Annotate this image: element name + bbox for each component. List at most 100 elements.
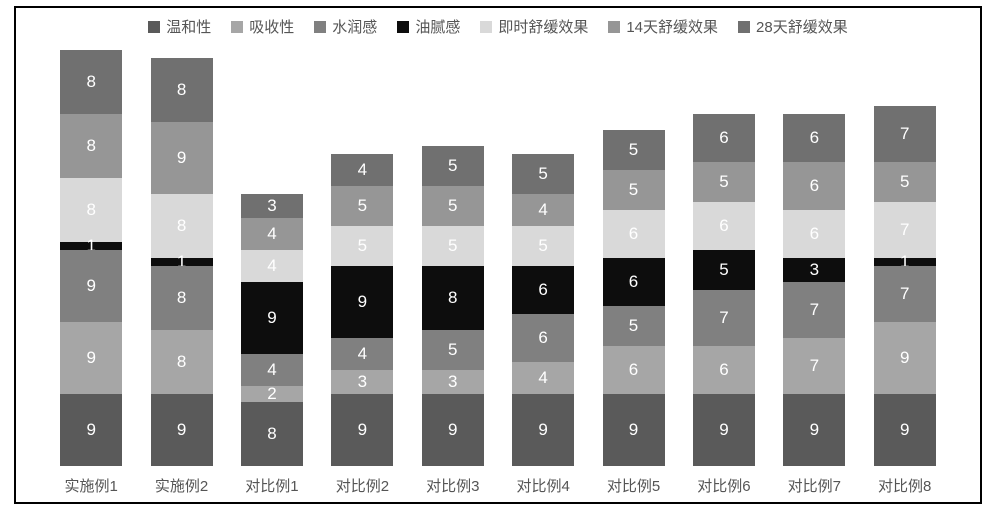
segment-s1: 9 (874, 394, 936, 466)
segment-s2: 3 (422, 370, 484, 394)
segment-s1: 9 (60, 394, 122, 466)
legend-swatch (231, 21, 243, 33)
legend-item-s3: 水润感 (314, 16, 377, 37)
segment-s5: 4 (241, 250, 303, 282)
segment-s6: 5 (331, 186, 393, 226)
bars-container: 9991888988189882494439349554935855594665… (46, 50, 950, 466)
segment-s5: 6 (693, 202, 755, 250)
legend-swatch (480, 21, 492, 33)
segment-s3: 7 (783, 282, 845, 338)
bar-7: 9675656 (693, 114, 755, 466)
segment-s1: 9 (783, 394, 845, 466)
legend-label: 即时舒缓效果 (498, 16, 588, 37)
x-label-5: 对比例4 (512, 475, 574, 496)
x-axis-labels: 实施例1实施例2对比例1对比例2对比例3对比例4对比例5对比例6对比例7对比例8 (46, 475, 950, 496)
segment-s2: 2 (241, 386, 303, 402)
segment-s6: 9 (151, 122, 213, 194)
segment-s4: 8 (422, 266, 484, 330)
segment-s5: 6 (783, 210, 845, 258)
segment-s1: 9 (512, 394, 574, 466)
legend-swatch (397, 21, 409, 33)
segment-s2: 6 (603, 346, 665, 394)
segment-s7: 8 (151, 58, 213, 122)
segment-s2: 6 (693, 346, 755, 394)
segment-s4: 6 (603, 258, 665, 306)
segment-s2: 9 (874, 322, 936, 394)
segment-s4: 1 (874, 258, 936, 266)
legend-label: 温和性 (166, 16, 211, 37)
legend-label: 油腻感 (415, 16, 460, 37)
legend-item-s4: 油腻感 (397, 16, 460, 37)
segment-s5: 5 (422, 226, 484, 266)
segment-s4: 1 (60, 242, 122, 250)
legend: 温和性 吸收性 水润感 油腻感 即时舒缓效果 14天舒缓效果 28天舒缓效果 (16, 16, 980, 38)
legend-swatch (608, 21, 620, 33)
plot-area: 9991888988189882494439349554935855594665… (46, 50, 950, 466)
segment-s1: 9 (331, 394, 393, 466)
segment-s6: 4 (512, 194, 574, 226)
legend-label: 水润感 (332, 16, 377, 37)
bar-4: 9358555 (422, 146, 484, 466)
chart-frame: 温和性吸收性水润感油腻感即时舒缓效果14天舒缓效果28天舒缓效果 9991888… (14, 6, 982, 504)
segment-s6: 6 (783, 162, 845, 210)
legend-item-s6: 14天舒缓效果 (608, 16, 718, 37)
segment-s5: 6 (603, 210, 665, 258)
segment-s6: 5 (422, 186, 484, 226)
x-label-7: 对比例6 (693, 475, 755, 496)
segment-s3: 7 (874, 266, 936, 322)
bar-0: 9991888 (60, 50, 122, 466)
segment-s3: 5 (603, 306, 665, 346)
segment-s7: 5 (603, 130, 665, 170)
x-label-2: 对比例1 (241, 475, 303, 496)
segment-s7: 5 (422, 146, 484, 186)
bar-1: 9881898 (151, 58, 213, 466)
segment-s5: 8 (60, 178, 122, 242)
x-label-4: 对比例3 (422, 475, 484, 496)
segment-s4: 6 (512, 266, 574, 314)
x-label-6: 对比例5 (603, 475, 665, 496)
segment-s1: 8 (241, 402, 303, 466)
segment-s5: 8 (151, 194, 213, 258)
segment-s6: 8 (60, 114, 122, 178)
x-label-3: 对比例2 (331, 475, 393, 496)
legend-label: 吸收性 (249, 16, 294, 37)
segment-s2: 8 (151, 330, 213, 394)
segment-s4: 3 (783, 258, 845, 282)
segment-s1: 9 (603, 394, 665, 466)
segment-s1: 9 (422, 394, 484, 466)
segment-s4: 9 (331, 266, 393, 338)
legend-label: 14天舒缓效果 (626, 16, 718, 37)
legend-label: 28天舒缓效果 (756, 16, 848, 37)
segment-s7: 5 (512, 154, 574, 194)
segment-s3: 8 (151, 266, 213, 330)
segment-s4: 9 (241, 282, 303, 354)
segment-s4: 1 (151, 258, 213, 266)
bar-5: 9466545 (512, 154, 574, 466)
segment-s2: 7 (783, 338, 845, 394)
bar-6: 9656655 (603, 130, 665, 466)
segment-s6: 5 (603, 170, 665, 210)
segment-s3: 6 (512, 314, 574, 362)
segment-s3: 7 (693, 290, 755, 346)
segment-s7: 6 (783, 114, 845, 162)
segment-s5: 5 (512, 226, 574, 266)
segment-s3: 4 (241, 354, 303, 386)
legend-item-s5: 即时舒缓效果 (480, 16, 588, 37)
segment-s7: 8 (60, 50, 122, 114)
segment-s3: 5 (422, 330, 484, 370)
x-label-0: 实施例1 (60, 475, 122, 496)
segment-s6: 5 (693, 162, 755, 202)
segment-s7: 6 (693, 114, 755, 162)
segment-s1: 9 (151, 394, 213, 466)
segment-s7: 3 (241, 194, 303, 218)
segment-s7: 4 (331, 154, 393, 186)
x-label-8: 对比例7 (783, 475, 845, 496)
segment-s1: 9 (693, 394, 755, 466)
bar-9: 9971757 (874, 106, 936, 466)
legend-item-s7: 28天舒缓效果 (738, 16, 848, 37)
segment-s3: 4 (331, 338, 393, 370)
legend-swatch (314, 21, 326, 33)
segment-s6: 4 (241, 218, 303, 250)
legend-item-s1: 温和性 (148, 16, 211, 37)
legend-item-s2: 吸收性 (231, 16, 294, 37)
